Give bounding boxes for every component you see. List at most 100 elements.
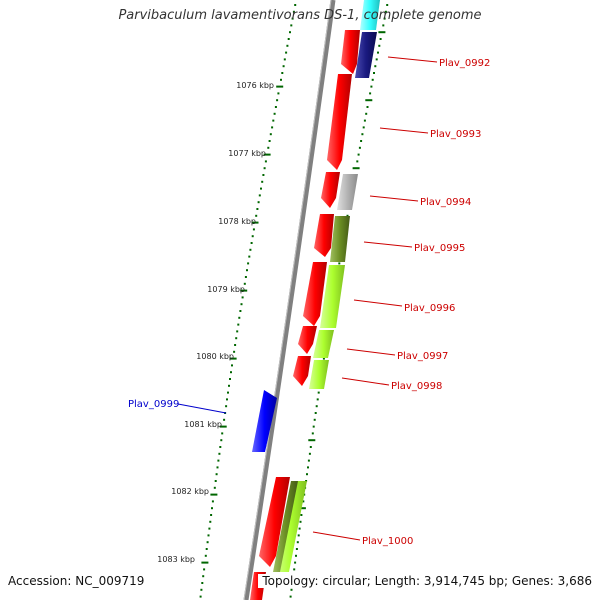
minor-scale-tick xyxy=(203,568,206,571)
minor-scale-tick xyxy=(313,418,316,421)
cog-feature-olive[interactable] xyxy=(330,216,350,262)
major-scale-tick xyxy=(251,221,259,224)
minor-scale-tick xyxy=(294,4,297,6)
gene-label-plav-1000[interactable]: Plav_1000 xyxy=(362,536,413,547)
minor-scale-tick xyxy=(379,38,382,40)
cds-plav-0994[interactable] xyxy=(321,172,340,208)
major-scale-tick xyxy=(210,493,218,496)
minor-scale-tick xyxy=(361,133,364,136)
cog-feature-olive-b[interactable] xyxy=(273,481,298,572)
minor-scale-tick xyxy=(383,17,386,20)
minor-scale-tick xyxy=(295,548,298,550)
gene-label-plav-0994[interactable]: Plav_0994 xyxy=(420,197,471,208)
minor-scale-tick xyxy=(375,58,378,61)
gene-label-plav-0995[interactable]: Plav_0995 xyxy=(414,243,465,254)
minor-scale-tick xyxy=(246,269,248,272)
minor-scale-tick xyxy=(292,10,295,13)
minor-scale-tick xyxy=(211,500,214,503)
minor-scale-tick xyxy=(287,38,290,40)
minor-scale-tick xyxy=(216,466,219,469)
minor-scale-tick xyxy=(299,520,302,523)
minor-scale-tick xyxy=(315,405,318,408)
cog-feature-lime-c[interactable] xyxy=(309,360,329,389)
cds-plav-0995[interactable] xyxy=(314,214,334,257)
minor-scale-tick xyxy=(311,432,314,435)
minor-scale-tick xyxy=(221,432,224,435)
minor-scale-tick xyxy=(240,303,243,306)
minor-scale-tick xyxy=(309,446,312,448)
major-scale-tick xyxy=(378,31,386,34)
minor-scale-tick xyxy=(256,208,259,210)
gene-label-plav-0992[interactable]: Plav_0992 xyxy=(439,58,490,69)
minor-scale-tick xyxy=(208,527,211,530)
scale-label-1083: 1083 kbp xyxy=(157,555,195,564)
minor-scale-tick xyxy=(362,126,365,129)
cds-plav-0993[interactable] xyxy=(327,74,352,170)
minor-scale-tick xyxy=(346,214,349,217)
minor-scale-tick xyxy=(338,262,341,265)
minor-scale-tick xyxy=(277,92,280,95)
scale-label-1076: 1076 kbp xyxy=(236,81,274,90)
leader-plav-1000 xyxy=(312,531,361,541)
cog-feature-navy[interactable] xyxy=(355,32,377,78)
minor-scale-tick xyxy=(280,78,282,81)
major-scale-tick xyxy=(201,561,209,564)
gene-label-plav-0996[interactable]: Plav_0996 xyxy=(404,303,455,314)
minor-scale-tick xyxy=(276,99,279,102)
minor-scale-tick xyxy=(239,310,242,312)
minor-scale-tick xyxy=(234,344,237,346)
scale-label-1078: 1078 kbp xyxy=(218,217,256,226)
gene-label-leaders xyxy=(177,56,438,541)
minor-scale-tick xyxy=(291,17,294,20)
outer-scale-ticks xyxy=(199,4,297,598)
gene-label-plav-0998[interactable]: Plav_0998 xyxy=(391,381,442,392)
minor-scale-tick xyxy=(312,425,315,428)
cds-plav-0992[interactable] xyxy=(341,30,360,74)
gene-label-plav-0997[interactable]: Plav_0997 xyxy=(397,351,448,362)
minor-scale-tick xyxy=(294,561,297,564)
cds-plav-0999[interactable] xyxy=(252,390,277,452)
cog-feature-lime-a[interactable] xyxy=(320,265,345,328)
cds-plav-0998[interactable] xyxy=(293,356,311,386)
minor-scale-tick xyxy=(243,282,246,285)
minor-scale-tick xyxy=(218,452,221,455)
major-scale-tick xyxy=(298,507,306,510)
minor-scale-tick xyxy=(307,459,310,462)
minor-scale-tick xyxy=(231,364,233,367)
minor-scale-tick xyxy=(358,146,361,149)
gene-label-plav-0993[interactable]: Plav_0993 xyxy=(430,129,481,140)
minor-scale-tick xyxy=(213,486,216,489)
minor-scale-tick xyxy=(206,541,209,544)
leader-plav-0998 xyxy=(341,377,390,386)
minor-scale-tick xyxy=(289,31,291,34)
leader-plav-0997 xyxy=(346,348,396,356)
minor-scale-tick xyxy=(261,180,264,183)
cds-plav-0997[interactable] xyxy=(298,326,317,354)
major-scale-tick xyxy=(219,425,227,428)
minor-scale-tick xyxy=(300,514,303,516)
minor-scale-tick xyxy=(365,112,368,115)
major-scale-tick xyxy=(263,153,271,156)
minor-scale-tick xyxy=(202,575,205,578)
minor-scale-tick xyxy=(322,357,325,360)
cog-feature-gray[interactable] xyxy=(337,174,358,210)
gene-label-plav-0999[interactable]: Plav_0999 xyxy=(128,399,179,410)
leader-plav-0993 xyxy=(379,127,429,134)
minor-scale-tick xyxy=(229,378,231,380)
minor-scale-tick xyxy=(223,418,226,421)
minor-scale-tick xyxy=(290,588,293,591)
minor-scale-tick xyxy=(201,582,204,584)
major-scale-tick xyxy=(276,85,284,88)
genome-backbone xyxy=(243,0,336,601)
minor-scale-tick xyxy=(204,554,207,557)
cds-plav-0996[interactable] xyxy=(303,262,327,326)
leader-plav-0995 xyxy=(363,241,413,248)
minor-scale-tick xyxy=(250,242,253,244)
minor-scale-tick xyxy=(384,10,387,13)
minor-scale-tick xyxy=(283,58,286,61)
cog-feature-lime-b[interactable] xyxy=(313,330,334,358)
cog-feature-cyan[interactable] xyxy=(360,0,380,30)
cds-plav-1000[interactable] xyxy=(259,477,290,567)
